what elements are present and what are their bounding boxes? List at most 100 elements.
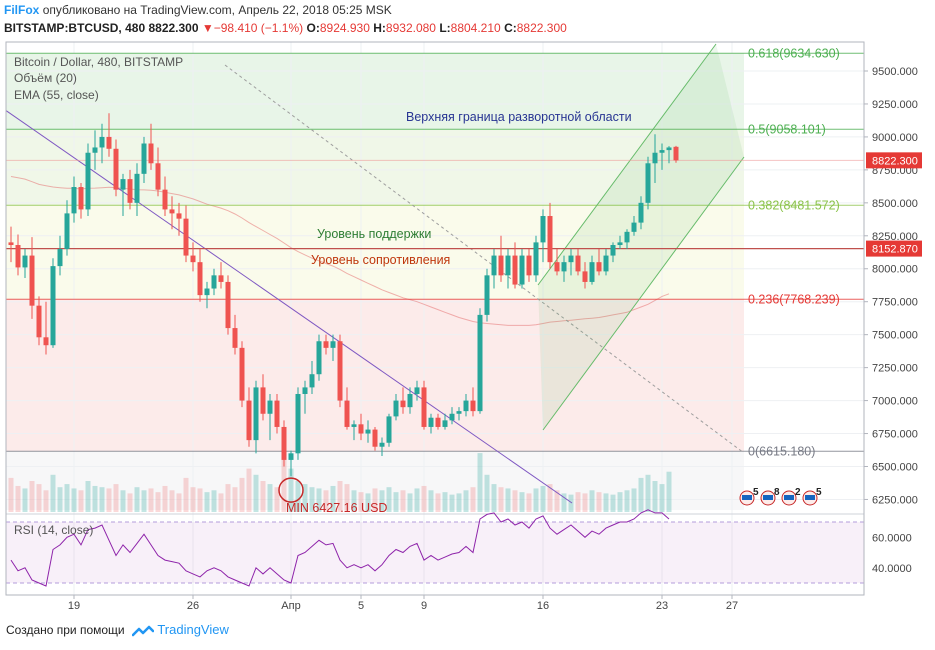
candle (64, 200, 70, 256)
candle (386, 413, 392, 447)
volume-bar (155, 492, 161, 512)
volume-bar (666, 471, 672, 512)
candle-body (351, 424, 357, 427)
candle (253, 380, 259, 454)
candle (8, 226, 14, 263)
volume-bar (71, 488, 77, 512)
flag-icon (805, 495, 815, 500)
candle (456, 407, 462, 421)
price-badge-label: 8822.300 (872, 155, 918, 167)
price-badge: 8152.870 (866, 240, 922, 257)
candle (134, 163, 140, 217)
candle-body (372, 429, 378, 447)
candle (435, 413, 441, 430)
x-tick-label: 19 (68, 600, 80, 612)
candle (428, 413, 434, 434)
fib-level-label: 0(6615.180) (748, 444, 815, 458)
candle-body (463, 400, 469, 412)
candle-body (204, 288, 210, 296)
trend-line-dashed (224, 64, 745, 454)
legend-volume: Объём (20) (14, 71, 77, 85)
volume-bar (295, 481, 301, 512)
candle-body (281, 426, 287, 460)
x-tick-label: 27 (726, 600, 738, 612)
volume-bar (610, 494, 616, 512)
volume-bar (512, 490, 518, 512)
candle (470, 387, 476, 417)
candle-body (365, 429, 371, 434)
candle (617, 235, 623, 249)
candle (120, 173, 126, 217)
volume-bar (288, 468, 294, 512)
price-badge-bg (866, 240, 922, 257)
volume-bar (281, 459, 287, 512)
candle (92, 130, 98, 170)
candle-body (414, 387, 420, 394)
candle-body (540, 216, 546, 243)
candle-body (232, 328, 238, 348)
volume-bar (57, 487, 63, 512)
candle-body (22, 255, 28, 268)
candle-body (288, 453, 294, 460)
candle-body (344, 400, 350, 427)
candle (169, 196, 175, 230)
last-price: 8822.300 (148, 21, 199, 35)
candle-body (316, 341, 322, 375)
y-tick-label: 9000.000 (872, 132, 918, 144)
candle-body (491, 255, 497, 276)
candle-body (57, 248, 63, 267)
candle (295, 387, 301, 460)
candle (673, 145, 679, 163)
volume-bar (183, 477, 189, 512)
volume-bar (120, 490, 126, 512)
candle (554, 248, 560, 276)
candle (484, 268, 490, 322)
volume-bar (505, 488, 511, 512)
volume-bar (540, 485, 546, 512)
volume-bar (414, 488, 420, 512)
symbol: BITSTAMP:BTCUSD, 480 (4, 21, 146, 35)
candle (274, 393, 280, 434)
candle (85, 143, 91, 217)
candle-body (498, 255, 504, 276)
flag-count: 2 (795, 487, 801, 498)
candle (260, 374, 266, 421)
candle (582, 262, 588, 289)
candle (36, 296, 42, 346)
volume-bar (253, 474, 259, 512)
price-badge-bg (866, 152, 922, 169)
candle (666, 146, 672, 164)
volume-bar (442, 492, 448, 512)
candle (561, 255, 567, 282)
candle-body (358, 424, 364, 434)
candle (204, 281, 210, 309)
volume-bar (106, 488, 112, 512)
candle (491, 248, 497, 289)
candle (43, 301, 49, 355)
fib-zone (6, 205, 744, 300)
candle-body (169, 209, 175, 214)
footer: Создано при помощи TradingView (6, 622, 229, 638)
candle-body (148, 143, 154, 164)
fib-zone (6, 53, 744, 130)
volume-bar (309, 487, 315, 512)
candle (365, 420, 371, 443)
candle (575, 248, 581, 276)
volume-bar (582, 493, 588, 512)
candle-body (589, 262, 595, 282)
candle (372, 426, 378, 451)
candle (631, 216, 637, 236)
trend-line (5, 110, 573, 504)
x-tick-label: 9 (421, 600, 427, 612)
volume-bar (372, 488, 378, 512)
volume-bar (218, 493, 224, 512)
volume-bar (477, 453, 483, 512)
volume-bar (645, 474, 651, 512)
tradingview-link[interactable]: TradingView (157, 622, 229, 637)
channel-fill (538, 44, 744, 430)
candle-body (85, 152, 91, 210)
candle (71, 176, 77, 223)
candle (638, 196, 644, 230)
author-name[interactable]: FilFox (4, 3, 40, 17)
